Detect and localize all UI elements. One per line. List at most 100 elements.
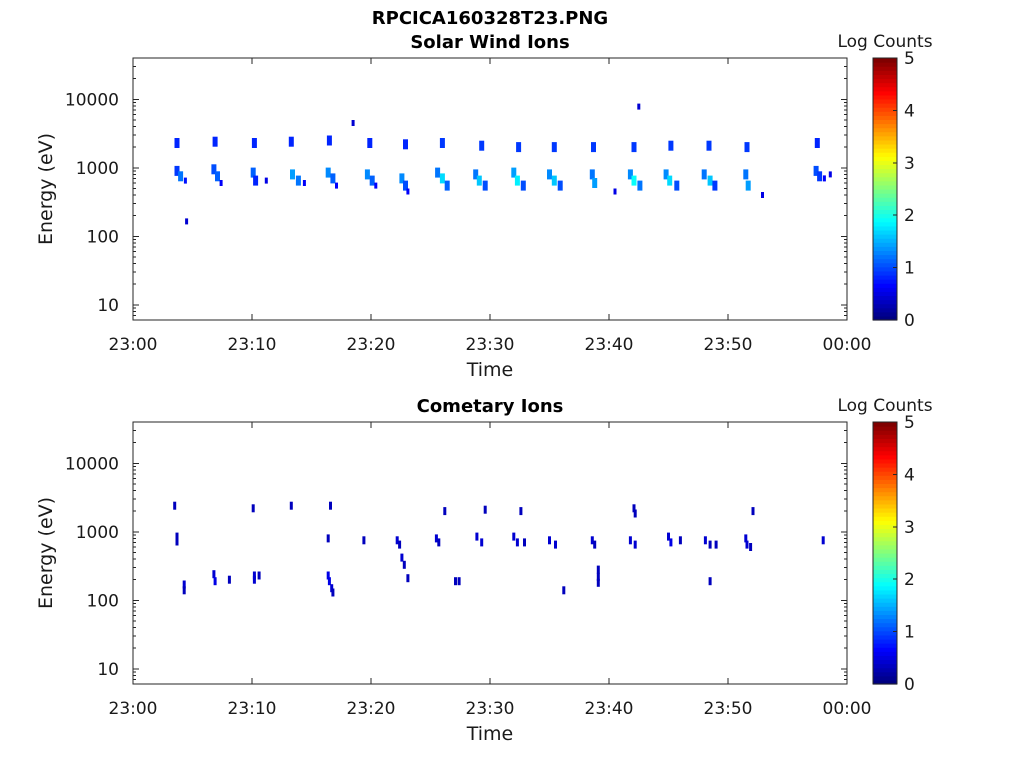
colorbar-segment <box>873 491 897 497</box>
data-cell <box>212 570 216 579</box>
colorbar-segment <box>873 516 897 521</box>
colorbar-segment <box>873 655 897 661</box>
x-tick-label: 23:00 <box>109 335 158 355</box>
colorbar-segment <box>873 229 897 235</box>
data-cell <box>326 135 332 146</box>
colorbar-segment <box>873 446 897 452</box>
data-cell <box>714 540 718 549</box>
colorbar-segment <box>873 471 897 476</box>
colorbar-segment <box>873 94 897 100</box>
colorbar-tick-label: 0 <box>904 311 915 331</box>
data-cell <box>289 501 293 510</box>
colorbar-segment <box>873 581 897 587</box>
x-tick-label: 23:30 <box>466 335 515 355</box>
colorbar-segment <box>873 172 897 178</box>
data-cell <box>295 175 301 186</box>
data-cell <box>252 575 256 584</box>
x-tick-label: 23:50 <box>704 335 753 355</box>
data-cell <box>290 169 295 180</box>
colorbar-segment <box>873 193 897 198</box>
data-cell <box>182 586 186 595</box>
colorbar-segment <box>873 242 897 247</box>
data-cell <box>706 140 712 151</box>
colorbar-segment <box>873 507 897 513</box>
colorbar-segment <box>873 184 897 190</box>
colorbar-segment <box>873 426 897 431</box>
colorbar-segment <box>873 103 897 108</box>
colorbar-segment <box>873 295 897 301</box>
colorbar-segment <box>873 438 897 444</box>
data-cell <box>514 175 520 186</box>
panel-title: Solar Wind Ions <box>410 32 569 53</box>
colorbar-segment <box>873 180 897 186</box>
x-tick-label: 23:10 <box>228 335 277 355</box>
colorbar-frame <box>872 421 898 685</box>
data-cell <box>264 177 268 184</box>
colorbar-segment <box>873 610 897 615</box>
data-cell <box>398 540 402 549</box>
colorbar-segment <box>873 602 897 607</box>
data-cell <box>637 180 643 191</box>
colorbar-segment <box>873 299 897 305</box>
colorbar-tick-label: 4 <box>904 465 915 485</box>
data-cell <box>743 169 749 180</box>
data-cell <box>590 536 594 545</box>
colorbar-segment <box>873 430 897 435</box>
data-cell <box>516 142 522 153</box>
colorbar-segment <box>873 164 897 170</box>
data-cell <box>592 178 598 188</box>
data-cell <box>212 136 218 147</box>
data-cell <box>182 580 186 589</box>
data-cell <box>443 507 447 516</box>
x-tick-label: 23:50 <box>704 699 753 719</box>
colorbar-segment <box>873 671 897 677</box>
data-cell <box>708 577 712 586</box>
colorbar-segment <box>873 197 897 202</box>
data-cell <box>669 538 673 547</box>
colorbar-segment <box>873 279 897 284</box>
x-tick-label: 00:00 <box>823 699 872 719</box>
data-cell <box>712 180 718 191</box>
data-cell <box>400 553 404 562</box>
data-cell <box>596 565 600 574</box>
data-cell <box>331 588 335 597</box>
colorbar-tick-label: 2 <box>904 570 915 590</box>
data-cell <box>744 142 750 153</box>
colorbar-segment <box>873 217 897 223</box>
colorbar-segment <box>873 475 897 480</box>
colorbar-segment <box>873 520 897 525</box>
colorbar-segment <box>873 569 897 575</box>
data-cell <box>745 180 751 191</box>
colorbar-segment <box>873 168 897 174</box>
data-cell <box>325 167 331 178</box>
data-cell <box>557 180 563 191</box>
data-cell <box>613 188 617 195</box>
y-tick-label: 10000 <box>65 90 119 110</box>
colorbar-segment <box>873 119 897 125</box>
data-cell <box>351 120 355 126</box>
colorbar-segment <box>873 78 897 84</box>
colorbar-segment <box>873 98 897 104</box>
y-tick-label: 1000 <box>76 159 119 179</box>
colorbar-tick-label: 0 <box>904 675 915 695</box>
data-cell <box>828 171 832 178</box>
colorbar-segment <box>873 66 897 71</box>
data-cell <box>374 182 378 189</box>
colorbar-segment <box>873 573 897 579</box>
colorbar-segment <box>873 450 897 456</box>
colorbar-segment <box>873 123 897 129</box>
colorbar-segment <box>873 557 897 562</box>
colorbar-segment <box>873 135 897 141</box>
colorbar-segment <box>873 62 897 67</box>
colorbar-segment <box>873 593 897 599</box>
colorbar-segment <box>873 90 897 96</box>
data-cell <box>749 543 753 551</box>
colorbar-tick-label: 3 <box>904 154 915 174</box>
spectrogram-marks <box>174 103 832 225</box>
colorbar-tick-label: 1 <box>904 623 915 643</box>
y-tick-label: 10 <box>97 296 119 316</box>
data-cell <box>215 171 220 182</box>
colorbar-segment <box>873 536 897 542</box>
data-cell <box>551 142 557 153</box>
